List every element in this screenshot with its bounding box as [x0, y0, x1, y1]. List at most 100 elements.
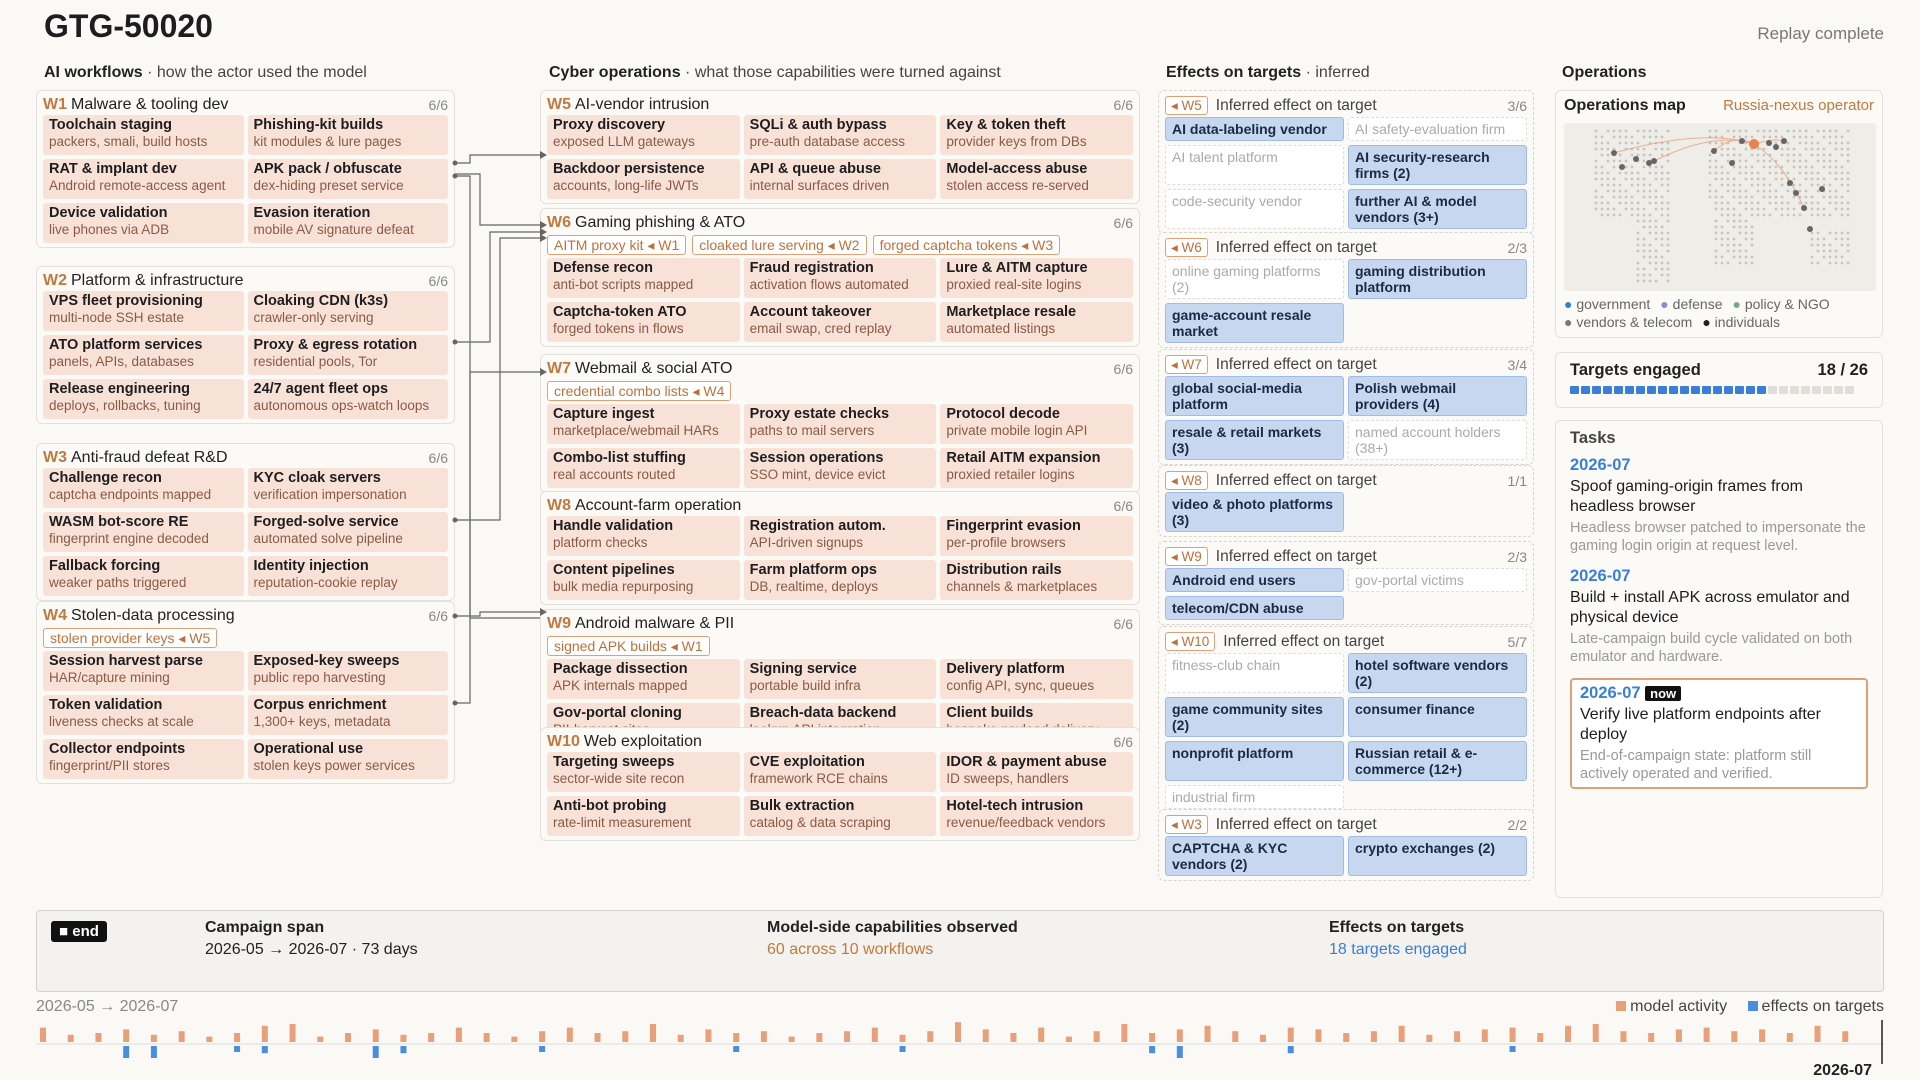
- task-current[interactable]: 2026-07 now Verify live platform endpoint…: [1570, 678, 1868, 789]
- target-engaged[interactable]: consumer finance: [1348, 697, 1527, 737]
- capability-cell[interactable]: Collector endpoints fingerprint/PII store…: [43, 739, 244, 779]
- capability-cell[interactable]: VPS fleet provisioning multi-node SSH est…: [43, 291, 244, 331]
- workflow-panel-w5[interactable]: W5 AI-vendor intrusion 6/6 Proxy discovery e…: [540, 90, 1140, 204]
- capability-cell[interactable]: Session harvest parse HAR/capture mining: [43, 651, 244, 691]
- capability-cell[interactable]: ATO platform services panels, APIs, datab…: [43, 335, 244, 375]
- effect-panel[interactable]: ◂ W5 Inferred effect on target 3/6 AI data-…: [1158, 90, 1534, 234]
- workflow-panel-w4[interactable]: W4 Stolen-data processing 6/6 stolen provid…: [36, 601, 455, 784]
- capability-cell[interactable]: Delivery platform config API, sync, queue…: [940, 659, 1133, 699]
- workflow-panel-w7[interactable]: W7 Webmail & social ATO 6/6 credential comb…: [540, 354, 1140, 493]
- capability-cell[interactable]: WASM bot-score RE fingerprint engine deco…: [43, 512, 244, 552]
- capability-cell[interactable]: Marketplace resale automated listings: [940, 302, 1133, 342]
- target-engaged[interactable]: nonprofit platform: [1165, 741, 1344, 781]
- capability-cell[interactable]: Targeting sweeps sector-wide site recon: [547, 752, 740, 792]
- effect-source-tag[interactable]: ◂ W9: [1165, 547, 1208, 566]
- target-engaged[interactable]: gaming distribution platform: [1348, 259, 1527, 299]
- target-engaged[interactable]: crypto exchanges (2): [1348, 836, 1527, 876]
- capability-cell[interactable]: API & queue abuse internal surfaces drive…: [743, 159, 937, 199]
- capability-cell[interactable]: Exposed-key sweeps public repo harvesting: [247, 651, 448, 691]
- target-engaged[interactable]: resale & retail markets (3): [1165, 420, 1344, 460]
- capability-cell[interactable]: Token validation liveness checks at scale: [43, 695, 244, 735]
- target-not-engaged[interactable]: code-security vendor: [1165, 189, 1344, 229]
- activity-timeline[interactable]: 2026-05 → 2026-07 model activity effects…: [36, 998, 1884, 1080]
- effect-panel[interactable]: ◂ W9 Inferred effect on target 2/3 Android …: [1158, 541, 1534, 625]
- capability-cell[interactable]: Operational use stolen keys power service…: [247, 739, 448, 779]
- effect-source-tag[interactable]: ◂ W6: [1165, 238, 1208, 257]
- task-item[interactable]: 2026-07 Build + install APK across emulat…: [1570, 567, 1868, 666]
- target-engaged[interactable]: global social-media platform: [1165, 376, 1344, 416]
- target-engaged[interactable]: game community sites (2): [1165, 697, 1344, 737]
- capability-cell[interactable]: Handle validation platform checks: [547, 516, 740, 556]
- effect-source-tag[interactable]: ◂ W3: [1165, 815, 1208, 834]
- workflow-panel-w1[interactable]: W1 Malware & tooling dev 6/6 Toolchain stag…: [36, 90, 455, 248]
- capability-cell[interactable]: Fallback forcing weaker paths triggered: [43, 556, 244, 596]
- capability-cell[interactable]: Fingerprint evasion per-profile browsers: [940, 516, 1133, 556]
- capability-cell[interactable]: Fraud registration activation flows autom…: [743, 258, 937, 298]
- effect-source-tag[interactable]: ◂ W10: [1165, 632, 1216, 651]
- target-not-engaged[interactable]: industrial firm: [1165, 785, 1344, 809]
- capability-cell[interactable]: Release engineering deploys, rollbacks, t…: [43, 379, 244, 419]
- capability-cell[interactable]: Distribution rails channels & marketplace…: [940, 560, 1133, 600]
- capability-cell[interactable]: Model-access abuse stolen access re-serve…: [940, 159, 1133, 199]
- effect-panel[interactable]: ◂ W3 Inferred effect on target 2/2 CAPTCHA …: [1158, 809, 1534, 881]
- capability-cell[interactable]: Bulk extraction catalog & data scraping: [743, 796, 937, 836]
- capability-cell[interactable]: Protocol decode private mobile login API: [940, 404, 1133, 444]
- task-item[interactable]: 2026-07 Spoof gaming-origin frames from h…: [1570, 456, 1868, 555]
- effect-source-tag[interactable]: ◂ W8: [1165, 471, 1208, 490]
- target-engaged[interactable]: Russian retail & e-commerce (12+): [1348, 741, 1527, 781]
- capability-cell[interactable]: Captcha-token ATO forged tokens in flows: [547, 302, 740, 342]
- target-engaged[interactable]: Polish webmail providers (4): [1348, 376, 1527, 416]
- capability-cell[interactable]: Package dissection APK internals mapped: [547, 659, 740, 699]
- capability-cell[interactable]: Forged-solve service automated solve pipe…: [247, 512, 448, 552]
- capability-cell[interactable]: Hotel-tech intrusion revenue/feedback ven…: [940, 796, 1133, 836]
- capability-cell[interactable]: APK pack / obfuscate dex-hiding preset se…: [247, 159, 448, 199]
- target-engaged[interactable]: hotel software vendors (2): [1348, 653, 1527, 693]
- target-engaged[interactable]: further AI & model vendors (3+): [1348, 189, 1527, 229]
- capability-cell[interactable]: Combo-list stuffing real accounts routed: [547, 448, 740, 488]
- target-engaged[interactable]: video & photo platforms (3): [1165, 492, 1344, 532]
- target-engaged[interactable]: telecom/CDN abuse: [1165, 596, 1344, 620]
- capability-cell[interactable]: Backdoor persistence accounts, long-life …: [547, 159, 740, 199]
- capability-cell[interactable]: Capture ingest marketplace/webmail HARs: [547, 404, 740, 444]
- capability-cell[interactable]: Proxy & egress rotation residential pools…: [247, 335, 448, 375]
- effect-panel[interactable]: ◂ W6 Inferred effect on target 2/3 online g…: [1158, 232, 1534, 348]
- target-not-engaged[interactable]: online gaming platforms (2): [1165, 259, 1344, 299]
- target-engaged[interactable]: game-account resale market: [1165, 303, 1344, 343]
- workflow-panel-w8[interactable]: W8 Account-farm operation 6/6 Handle valida…: [540, 491, 1140, 605]
- dependency-tag[interactable]: signed APK builds ◂ W1: [547, 636, 710, 656]
- capability-cell[interactable]: Cloaking CDN (k3s) crawler-only serving: [247, 291, 448, 331]
- capability-cell[interactable]: Account takeover email swap, cred replay: [743, 302, 937, 342]
- capability-cell[interactable]: Farm platform ops DB, realtime, deploys: [743, 560, 937, 600]
- effect-panel[interactable]: ◂ W10 Inferred effect on target 5/7 fitness…: [1158, 626, 1534, 814]
- target-not-engaged[interactable]: gov-portal victims: [1348, 568, 1527, 592]
- capability-cell[interactable]: Evasion iteration mobile AV signature def…: [247, 203, 448, 243]
- dependency-tag[interactable]: cloaked lure serving ◂ W2: [692, 235, 867, 255]
- operations-map[interactable]: [1564, 123, 1876, 291]
- workflow-panel-w10[interactable]: W10 Web exploitation 6/6 Targeting sweeps se…: [540, 727, 1140, 841]
- dependency-tag[interactable]: forged captcha tokens ◂ W3: [872, 235, 1061, 255]
- effect-panel[interactable]: ◂ W8 Inferred effect on target 1/1 video & …: [1158, 465, 1534, 537]
- capability-cell[interactable]: Challenge recon captcha endpoints mapped: [43, 468, 244, 508]
- capability-cell[interactable]: Phishing-kit builds kit modules & lure pa…: [247, 115, 448, 155]
- target-engaged[interactable]: Android end users: [1165, 568, 1344, 592]
- capability-cell[interactable]: 24/7 agent fleet ops autonomous ops-watch…: [247, 379, 448, 419]
- workflow-panel-w6[interactable]: W6 Gaming phishing & ATO 6/6 AITM proxy kit…: [540, 208, 1140, 347]
- capability-cell[interactable]: Proxy estate checks paths to mail servers: [743, 404, 937, 444]
- dependency-tag[interactable]: credential combo lists ◂ W4: [547, 381, 732, 401]
- target-engaged[interactable]: AI data-labeling vendor: [1165, 117, 1344, 141]
- effect-source-tag[interactable]: ◂ W7: [1165, 355, 1208, 374]
- target-engaged[interactable]: AI security-research firms (2): [1348, 145, 1527, 185]
- workflow-panel-w3[interactable]: W3 Anti-fraud defeat R&D 6/6 Challenge reco…: [36, 443, 455, 601]
- capability-cell[interactable]: Anti-bot probing rate-limit measurement: [547, 796, 740, 836]
- capability-cell[interactable]: Toolchain staging packers, smali, build h…: [43, 115, 244, 155]
- capability-cell[interactable]: Signing service portable build infra: [743, 659, 937, 699]
- capability-cell[interactable]: Device validation live phones via ADB: [43, 203, 244, 243]
- target-not-engaged[interactable]: AI safety-evaluation firm: [1348, 117, 1527, 141]
- capability-cell[interactable]: RAT & implant dev Android remote-access a…: [43, 159, 244, 199]
- target-not-engaged[interactable]: AI talent platform: [1165, 145, 1344, 185]
- target-not-engaged[interactable]: named account holders (38+): [1348, 420, 1527, 460]
- capability-cell[interactable]: CVE exploitation framework RCE chains: [743, 752, 937, 792]
- capability-cell[interactable]: KYC cloak servers verification impersonat…: [247, 468, 448, 508]
- capability-cell[interactable]: Corpus enrichment 1,300+ keys, metadata: [247, 695, 448, 735]
- capability-cell[interactable]: Content pipelines bulk media repurposing: [547, 560, 740, 600]
